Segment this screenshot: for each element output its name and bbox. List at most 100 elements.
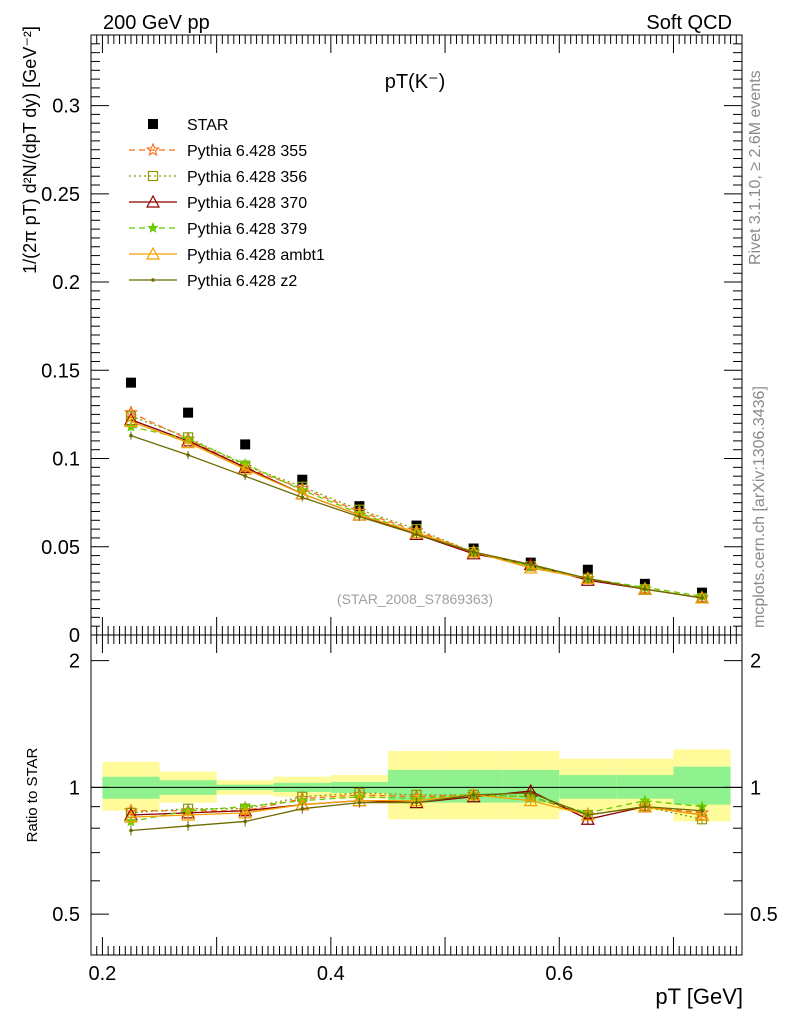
data-point-z2 <box>414 532 419 537</box>
ratio-band-inner <box>559 774 617 799</box>
ratio-point-z2 <box>300 806 305 811</box>
x-tick-label: 0.2 <box>89 963 117 985</box>
series-ambt1 <box>123 414 710 604</box>
data-point-z2 <box>643 587 647 591</box>
upper-y-tick-label: 0.25 <box>41 184 80 206</box>
ratio-y-tick-label-right: 1 <box>750 777 761 799</box>
data-point-z2 <box>243 474 247 478</box>
mcplots-label: mcplots.cern.ch [arXiv:1306.3436] <box>751 386 768 628</box>
series-line-p370 <box>130 419 703 599</box>
legend-label: Pythia 6.428 ambt1 <box>187 247 325 264</box>
chart-title: pT(K⁻) <box>385 71 446 93</box>
ratio-band-inner <box>616 774 674 799</box>
ratio-band-inner <box>673 766 731 805</box>
ratio-panel: 0.2 0.4 0.6 0.5 0.5 1 1 2 2 <box>52 634 778 985</box>
legend-marker <box>148 119 158 129</box>
data-point-ambt1 <box>181 435 196 449</box>
series-p379 <box>125 420 708 601</box>
data-point-star <box>582 564 593 575</box>
series-p370 <box>123 412 710 604</box>
legend-label: Pythia 6.428 356 <box>187 169 307 186</box>
data-point-z2 <box>700 596 704 600</box>
ratio-point-z2 <box>129 828 133 833</box>
data-point-z2 <box>528 562 533 567</box>
x-axis-label: pT [GeV] <box>655 984 743 1009</box>
ratio-point-z2 <box>700 808 704 813</box>
ratio-point-z2 <box>528 791 533 795</box>
x-tick-label: 0.4 <box>317 963 345 985</box>
ratio-point-z2 <box>414 800 419 805</box>
ratio-y-tick-label-right: 2 <box>750 651 761 673</box>
data-point-z2 <box>186 453 190 457</box>
upper-y-tick-label: 0.2 <box>52 272 80 294</box>
data-point-z2 <box>357 514 362 519</box>
upper-y-tick-label: 0.3 <box>52 96 80 118</box>
analysis-watermark: (STAR_2008_S7869363) <box>337 591 493 607</box>
data-point-star <box>297 474 308 485</box>
data-point-p370 <box>580 573 595 586</box>
upper-y-tick-label: 0.1 <box>52 449 80 471</box>
series-star <box>125 377 708 598</box>
legend-marker <box>147 222 159 233</box>
series-line-p355 <box>130 412 703 599</box>
series-line-z2 <box>130 434 703 599</box>
rivet-version-label: Rivet 3.1.10, ≥ 2.6M events <box>747 70 764 265</box>
legend-marker <box>145 194 161 208</box>
legend-entry-p370: Pythia 6.428 370 <box>129 194 307 212</box>
legend-label: Pythia 6.428 355 <box>187 143 307 160</box>
ratio-y-axis-label: Ratio to STAR <box>24 747 41 842</box>
series-p355 <box>123 405 710 604</box>
legend: STAR Pythia 6.428 355 Pythia 6.428 356 Pyth… <box>129 117 325 290</box>
data-point-z2 <box>300 495 305 500</box>
data-point-star <box>183 407 194 418</box>
legend-entry-p379: Pythia 6.428 379 <box>129 221 307 238</box>
ratio-point-ambt1 <box>695 807 710 821</box>
ratio-point-ambt1 <box>523 793 538 807</box>
series-line-p379 <box>130 426 703 597</box>
data-point-z2 <box>471 550 476 554</box>
upper-y-axis-label: 1/(2π pT) d²N/(dpT dy) [GeV⁻²] <box>20 26 40 274</box>
legend-marker <box>145 246 161 260</box>
data-point-z2 <box>586 576 590 581</box>
data-point-ambt1 <box>523 560 538 574</box>
legend-entry-p356: Pythia 6.428 356 <box>129 169 307 186</box>
header-left-label: 200 GeV pp <box>103 12 210 34</box>
upper-panel: 0 0.05 0.1 0.15 0.2 0.25 0.3 <box>41 34 743 647</box>
legend-label: Pythia 6.428 370 <box>187 195 307 212</box>
ratio-point-p370 <box>580 812 595 825</box>
legend-entry-star: STAR <box>148 117 228 134</box>
data-point-z2 <box>129 433 133 438</box>
upper-y-tick-label: 0.15 <box>41 360 80 382</box>
ratio-y-tick-label: 0.5 <box>52 904 80 926</box>
ratio-point-z2 <box>186 824 190 828</box>
ratio-y-tick-label: 1 <box>69 777 80 799</box>
data-point-star <box>240 439 251 450</box>
ratio-point-p370 <box>466 789 481 803</box>
legend-label: STAR <box>187 117 228 134</box>
ratio-point-z2 <box>643 804 647 809</box>
ratio-y-tick-label-right: 0.5 <box>750 904 778 926</box>
ratio-point-ambt1 <box>181 807 196 821</box>
legend-marker <box>145 142 161 157</box>
legend-entry-p355: Pythia 6.428 355 <box>129 142 307 160</box>
series-p356 <box>125 411 708 604</box>
legend-marker <box>151 278 155 282</box>
upper-y-tick-label: 0.05 <box>41 537 80 559</box>
header-right-label: Soft QCD <box>646 12 732 34</box>
ratio-point-ambt1 <box>123 809 138 823</box>
series-z2 <box>129 431 704 602</box>
data-point-ambt1 <box>123 414 138 428</box>
series-line-ambt1 <box>130 420 703 599</box>
legend-entry-ambt1: Pythia 6.428 ambt1 <box>129 246 325 264</box>
ratio-y-tick-label: 2 <box>69 651 80 673</box>
legend-label: Pythia 6.428 379 <box>187 221 307 238</box>
ratio-series-z2 <box>129 787 704 836</box>
legend-entry-z2: Pythia 6.428 z2 <box>129 273 297 290</box>
series-line-p356 <box>130 415 703 599</box>
ratio-point-z2 <box>357 800 362 805</box>
x-tick-label: 0.6 <box>545 963 573 985</box>
legend-marker <box>147 170 159 182</box>
data-point-star <box>125 377 136 388</box>
ratio-point-z2 <box>471 793 476 797</box>
